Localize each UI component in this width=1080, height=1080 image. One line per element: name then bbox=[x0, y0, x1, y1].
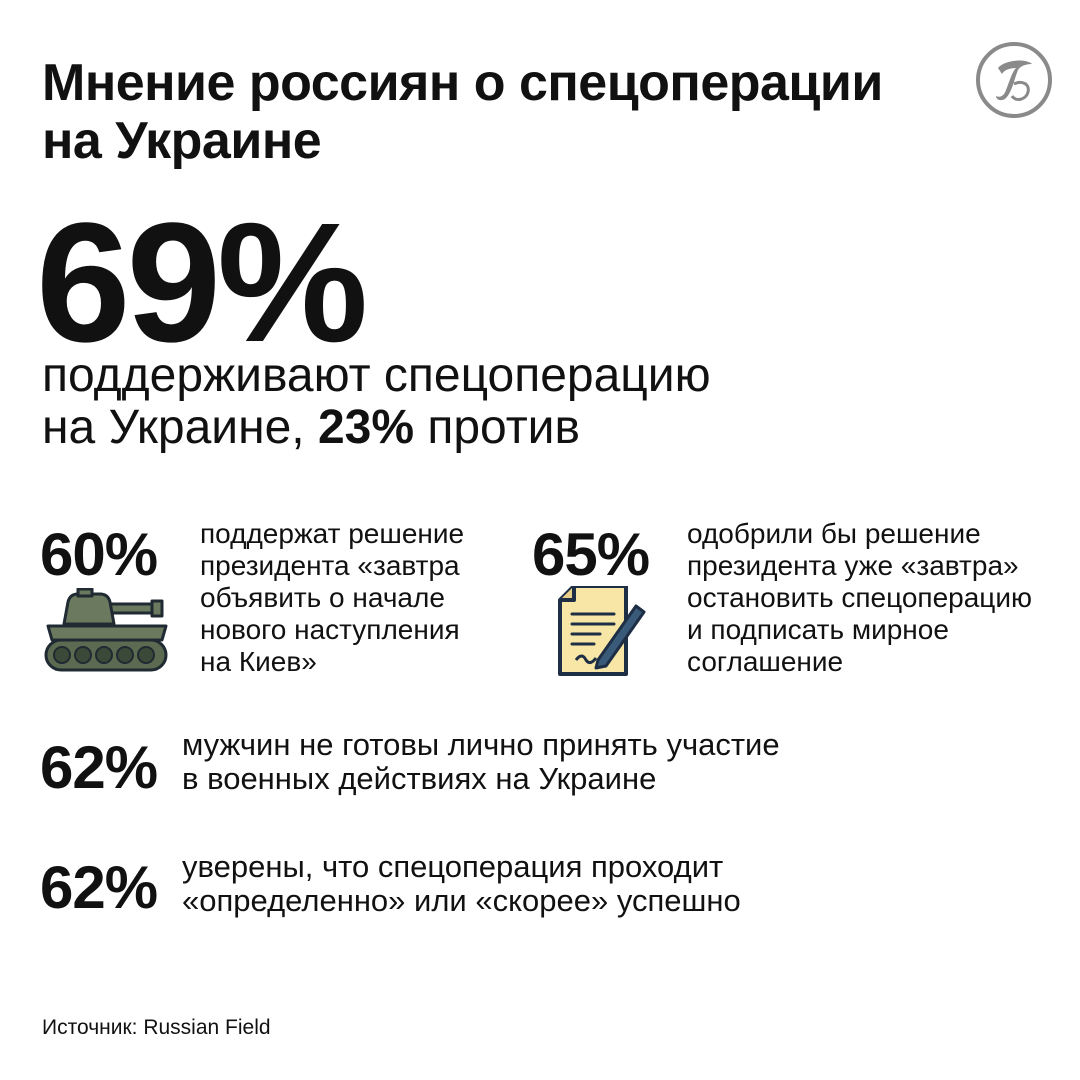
title-line-2: на Украине bbox=[42, 112, 322, 170]
stat-line: объявить о начале bbox=[200, 582, 445, 613]
main-description: поддерживают спецоперацию на Украине, 23… bbox=[42, 350, 942, 454]
stat-description: мужчин не готовы лично принять участие в… bbox=[182, 728, 780, 796]
title-line-1: Мнение россиян о спецоперации bbox=[42, 54, 883, 112]
stat-line: нового наступления bbox=[200, 614, 460, 645]
stat-description: уверены, что спецоперация проходит «опре… bbox=[182, 850, 741, 918]
stat-description: поддержат решение президента «завтра объ… bbox=[200, 518, 464, 678]
stat-line: «определенно» или «скорее» успешно bbox=[182, 883, 741, 918]
stat-line: мужчин не готовы лично принять участие bbox=[182, 727, 780, 762]
newspaper-logo-icon bbox=[976, 42, 1052, 118]
stat-line: остановить спецоперацию bbox=[687, 582, 1032, 613]
stat-percent: 62% bbox=[40, 854, 158, 921]
tank-icon bbox=[44, 588, 168, 672]
stat-percent: 60% bbox=[40, 521, 158, 588]
stat-line: соглашение bbox=[687, 646, 844, 677]
main-percent: 69% bbox=[36, 188, 368, 378]
main-desc-line-1: поддерживают спецоперацию bbox=[42, 349, 711, 402]
stat-line: и подписать мирное bbox=[687, 614, 949, 645]
against-percent: 23% bbox=[317, 401, 415, 454]
stat-description: одобрили бы решение президента уже «завт… bbox=[687, 518, 1032, 678]
main-desc-end: против bbox=[414, 401, 580, 454]
stat-line: одобрили бы решение bbox=[687, 518, 981, 549]
stat-percent: 65% bbox=[532, 521, 650, 588]
page-title: Мнение россиян о спецоперации на Украине bbox=[42, 54, 942, 170]
stat-line: президента уже «завтра» bbox=[687, 550, 1019, 581]
stat-line: на Киев» bbox=[200, 646, 317, 677]
stat-line: в военных действиях на Украине bbox=[182, 761, 657, 796]
source-note: Источник: Russian Field bbox=[42, 1016, 271, 1039]
main-desc-line-2: на Украине, 23% против bbox=[42, 402, 942, 454]
document-pen-icon bbox=[558, 586, 646, 676]
main-desc-text: на Украине, bbox=[42, 401, 318, 454]
stat-percent: 62% bbox=[40, 734, 158, 801]
stat-line: уверены, что спецоперация проходит bbox=[182, 849, 724, 884]
stat-line: поддержат решение bbox=[200, 518, 465, 549]
stat-line: президента «завтра bbox=[200, 550, 460, 581]
